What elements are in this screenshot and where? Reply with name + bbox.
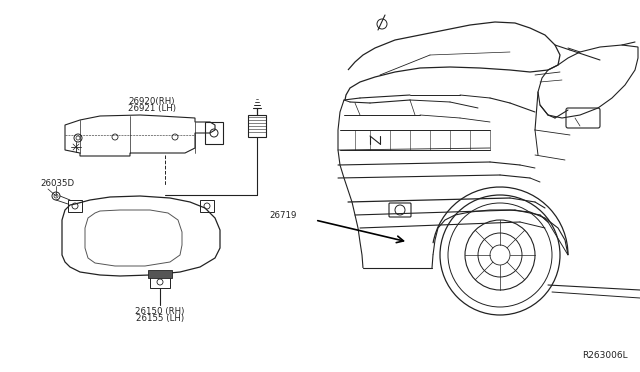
Text: 26035D: 26035D	[40, 179, 74, 187]
Text: 26150 (RH): 26150 (RH)	[135, 307, 185, 316]
FancyBboxPatch shape	[148, 270, 172, 278]
Text: 26155 (LH): 26155 (LH)	[136, 314, 184, 323]
Text: 26920(RH): 26920(RH)	[129, 97, 175, 106]
Text: 26921 (LH): 26921 (LH)	[128, 104, 176, 113]
Text: R263006L: R263006L	[582, 351, 628, 360]
Text: 26719: 26719	[269, 211, 296, 219]
